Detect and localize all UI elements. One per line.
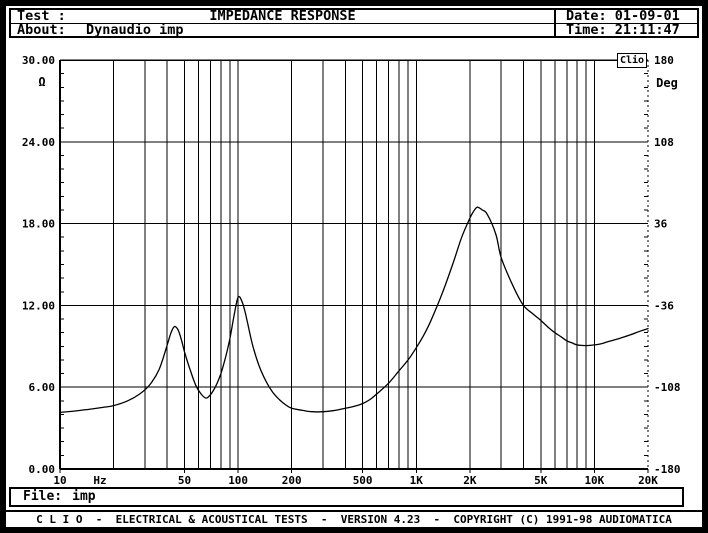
svg-text:50: 50 [178, 474, 191, 487]
page-title: IMPEDANCE RESPONSE [209, 8, 356, 24]
header: Test : IMPEDANCE RESPONSE About: Dynaudi… [9, 8, 699, 38]
svg-text:2K: 2K [463, 474, 477, 487]
svg-text:10: 10 [53, 474, 66, 487]
svg-text:100: 100 [228, 474, 248, 487]
impedance-curve [59, 206, 649, 414]
svg-text:5K: 5K [534, 474, 548, 487]
axis-unit-labels: Ω Deg Hz [38, 75, 677, 487]
file-label: File: [23, 489, 63, 504]
svg-text:20K: 20K [638, 474, 658, 487]
file-value: imp [72, 489, 96, 504]
svg-text:-108: -108 [654, 381, 681, 394]
time-row: Time: 21:11:47 [566, 22, 680, 38]
svg-text:-180: -180 [654, 463, 681, 476]
svg-text:18.00: 18.00 [22, 218, 55, 231]
y-axis-labels-left: 30.00 24.00 18.00 12.00 6.00 0.00 [22, 54, 55, 476]
svg-text:12.00: 12.00 [22, 299, 55, 312]
svg-text:108: 108 [654, 136, 674, 149]
header-column-divider [554, 10, 556, 36]
hz-unit-label: Hz [93, 474, 106, 487]
ohm-unit-label: Ω [38, 75, 45, 89]
svg-text:10K: 10K [584, 474, 604, 487]
date-label: Date: [566, 8, 607, 24]
test-label: Test : [17, 8, 66, 24]
deg-unit-label: Deg [656, 76, 678, 90]
svg-text:1K: 1K [410, 474, 424, 487]
axis-ticks [59, 73, 649, 473]
about-value: Dynaudio imp [86, 22, 184, 38]
time-label: Time: [566, 22, 607, 38]
x-axis-labels: 10 50 100 200 500 1K 2K 5K 10K 20K [53, 474, 658, 487]
svg-text:6.00: 6.00 [29, 381, 56, 394]
date-row: Date: 01-09-01 [566, 8, 680, 24]
grid-lines [60, 60, 648, 469]
clio-badge: Clio [617, 53, 647, 68]
svg-text:24.00: 24.00 [22, 136, 55, 149]
time-value: 21:11:47 [614, 22, 680, 38]
svg-text:-36: -36 [654, 299, 674, 312]
datetime-section: Date: 01-09-01 Time: 21:11:47 [556, 8, 697, 38]
date-value: 01-09-01 [614, 8, 680, 24]
plot-border [59, 59, 649, 470]
header-row-divider [11, 23, 697, 24]
status-bar: C L I O - ELECTRICAL & ACOUSTICAL TESTS … [36, 513, 672, 526]
y-axis-labels-right: 180 108 36 -36 -108 -180 [654, 54, 681, 476]
file-bar: File: imp [9, 487, 684, 507]
svg-text:30.00: 30.00 [22, 54, 55, 67]
svg-text:500: 500 [353, 474, 373, 487]
about-label: About: [17, 22, 66, 38]
svg-text:0.00: 0.00 [29, 463, 56, 476]
svg-text:200: 200 [282, 474, 302, 487]
footer-divider [6, 510, 702, 512]
svg-text:180: 180 [654, 54, 674, 67]
svg-text:36: 36 [654, 218, 668, 231]
